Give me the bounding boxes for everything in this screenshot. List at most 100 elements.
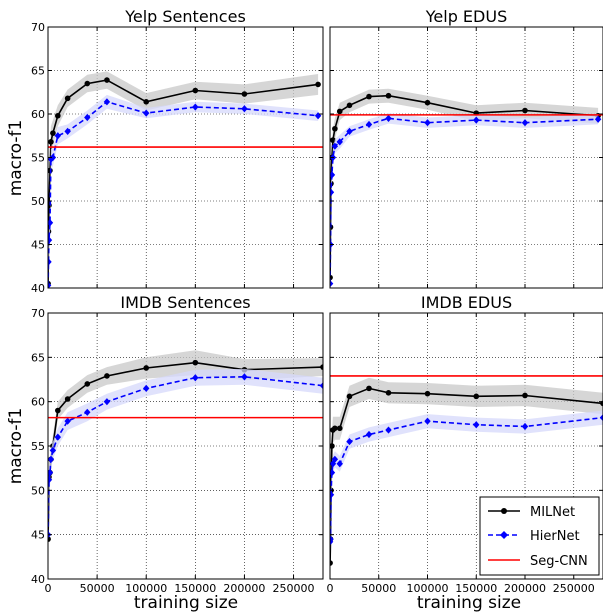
series-hiernet-point [48,469,54,477]
series-hiernet-point [331,455,339,463]
legend: MILNet HierNet Seg-CNN [479,496,600,576]
x-tick-label: 50000 [80,582,115,595]
series-hiernet-point [385,426,392,434]
series-milnet-point [385,92,392,99]
series-milnet-point [143,99,150,105]
series-hiernet-point [365,120,373,129]
series-milnet-point [48,536,51,542]
y-axis-label-bottom: macro-f1 [6,408,26,485]
series-milnet-point [50,130,56,136]
series-hiernet-point [54,433,62,441]
series-hiernet-point [473,421,480,429]
y-tick-label: 65 [31,351,45,364]
series-milnet-point [522,392,528,399]
series-hiernet-point [143,384,150,392]
series-hiernet-point [48,258,52,266]
series-hiernet-point [385,114,392,122]
y-tick-label: 70 [31,307,45,320]
series-hiernet-point [241,373,248,381]
y-tick-label: 60 [31,396,45,409]
legend-hiernet-marker [500,531,508,539]
series-milnet-point [84,381,91,387]
x-tick-label: 200000 [504,582,546,595]
legend-label-segcnn: Seg-CNN [530,554,588,569]
series-hiernet-point [48,455,55,463]
panel-title: IMDB EDUS [421,293,512,312]
series-hiernet-point [48,476,53,484]
series-milnet-point [336,108,343,115]
panel-2: Yelp EDUS [329,7,603,289]
x-tick-label: 0 [327,582,334,595]
series-hiernet-point [192,374,199,382]
series-hiernet-point [346,437,353,446]
series-milnet-point [320,364,323,370]
series-hiernet-band [330,113,599,288]
series-hiernet-point [64,417,71,425]
series-hiernet-band [48,368,323,548]
series-hiernet-point [64,127,71,135]
series-hiernet-point [330,280,334,288]
legend-entry-segcnn: Seg-CNN [488,554,588,569]
series-milnet-band [330,88,599,288]
series-milnet-band [48,350,323,553]
series-hiernet-point [521,422,529,431]
series-hiernet-point [330,460,337,468]
series-hiernet-point [330,535,334,543]
panels-container: Yelp Sentences 40 45 50 55 60 65 70 Yelp EDUS IMD… [31,7,603,595]
series-milnet-line [48,79,319,284]
series-milnet-point [84,80,91,87]
series-milnet-point [330,560,333,566]
series-hiernet-point [599,414,603,422]
series-hiernet-point [330,188,335,196]
series-hiernet-point [192,103,199,111]
grid-lines [330,27,603,288]
series-hiernet-point [84,408,91,416]
series-milnet-point [104,373,110,379]
series-hiernet-point [241,105,248,113]
series-hiernet-point [49,153,57,162]
y-axis-label-top: macro-f1 [6,120,26,197]
series-hiernet-point [330,469,336,477]
panel-title: IMDB Sentences [120,293,250,312]
y-tick-label: 50 [31,195,45,208]
legend-milnet-marker [501,508,507,514]
plot-area [48,350,323,553]
legend-entry-hiernet: HierNet [488,529,580,544]
series-hiernet-point [424,417,431,425]
y-tick-label: 40 [31,282,45,295]
series-milnet-point [315,81,321,88]
panel-background [330,27,603,288]
series-hiernet-point [48,219,54,227]
series-milnet-point [346,102,353,109]
series-milnet-point [64,95,71,102]
series-milnet-point [241,91,248,97]
series-hiernet-point [521,119,529,127]
series-hiernet-band [330,410,603,556]
series-hiernet-point [473,116,480,124]
x-tick-label: 100000 [407,582,449,595]
series-hiernet-point [331,142,339,150]
series-milnet-point [192,87,199,94]
series-milnet-point [192,359,199,366]
series-milnet-point [332,425,338,432]
x-tick-label: 0 [45,582,52,595]
y-tick-label: 60 [31,108,45,121]
panel-4: IMDB EDUS 0 50000 100000 150000 200000 250000 [327,293,603,595]
series-hiernet-point [49,446,57,455]
series-hiernet-point [365,430,373,439]
series-hiernet-band [48,94,319,288]
y-tick-label: 55 [31,440,45,453]
series-milnet-point [48,139,54,145]
panel-title: Yelp Sentences [124,7,246,26]
legend-box [479,496,600,576]
series-hiernet-point [346,127,353,135]
series-hiernet-point [48,236,53,244]
series-hiernet-point [143,109,150,117]
y-tick-label: 40 [31,573,45,586]
series-hiernet-point [594,115,602,123]
series-milnet-point [522,107,528,114]
series-hiernet-point [336,460,343,468]
y-tick-label: 70 [31,21,45,34]
series-milnet-point [385,390,392,396]
